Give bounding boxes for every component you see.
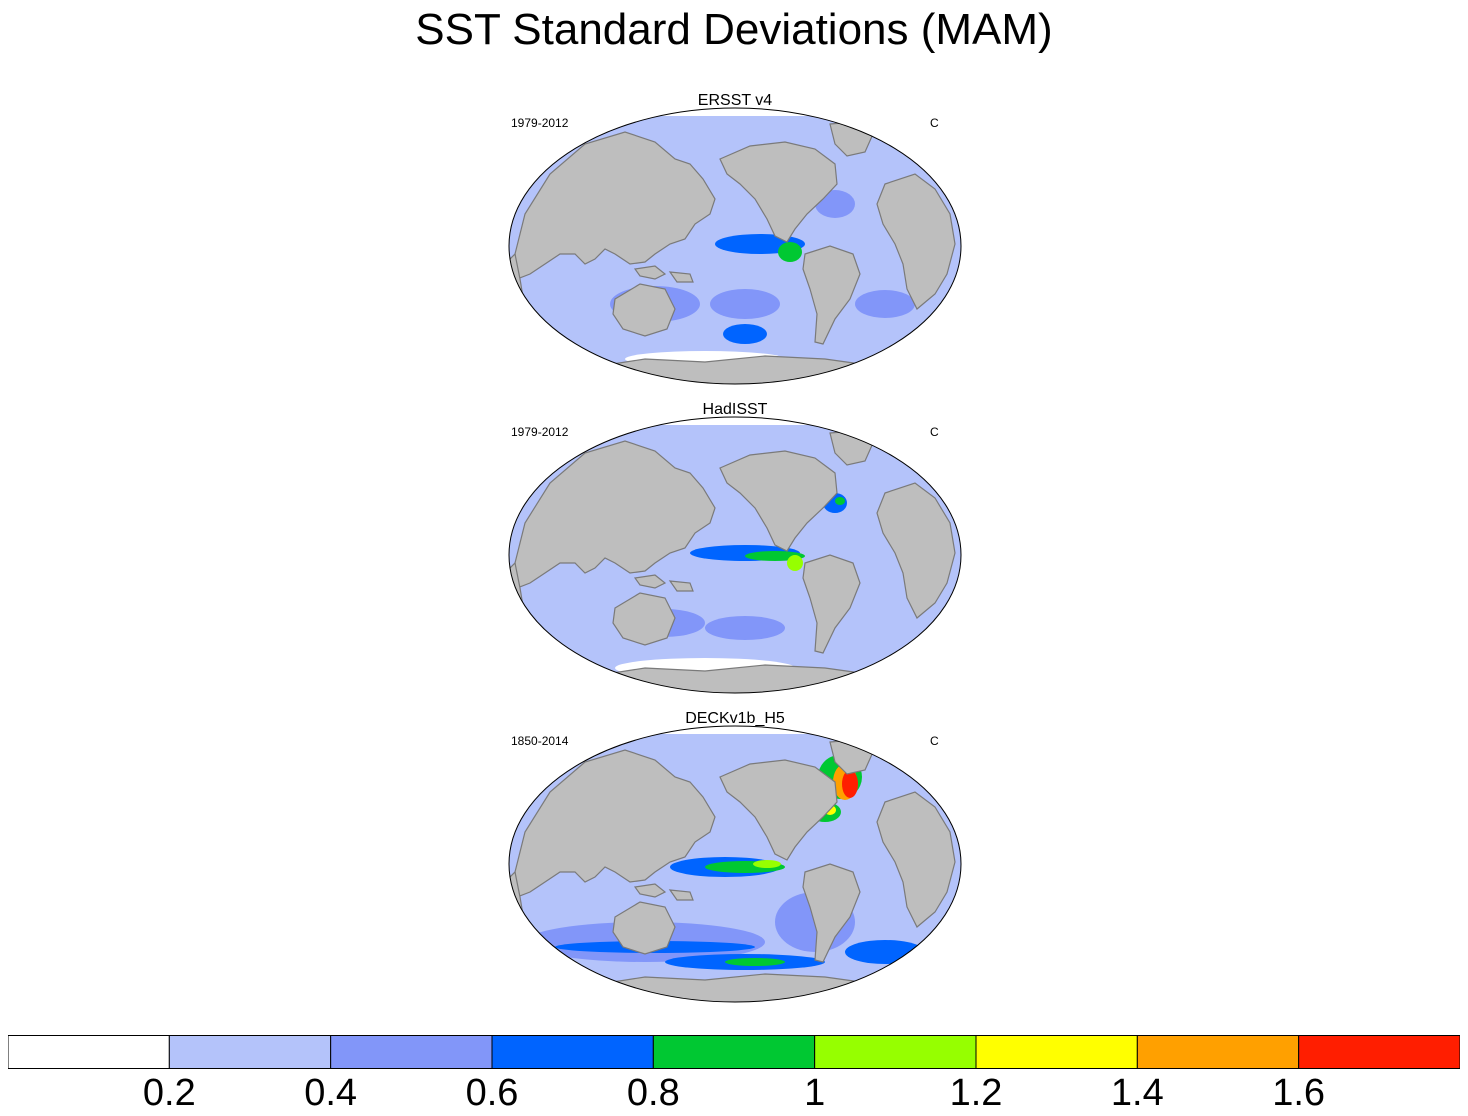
- panel-period: 1850-2014: [511, 734, 569, 748]
- colorbar-swatch: [975, 1035, 1138, 1069]
- map-frame: [508, 725, 962, 1003]
- land-mass: [719, 450, 838, 552]
- land-mass: [633, 265, 667, 280]
- colorbar-swatch: [814, 1035, 977, 1069]
- colorbar-swatch: [491, 1035, 654, 1069]
- sst-contour: [778, 242, 802, 262]
- land-mass: [612, 283, 676, 337]
- land-mass: [514, 131, 716, 280]
- colorbar-swatch: [330, 1035, 493, 1069]
- land-mass: [514, 440, 716, 589]
- land-mass: [802, 245, 861, 345]
- panel-title: ERSST v4: [697, 92, 773, 109]
- panel-title: DECKv1b_H5: [685, 710, 785, 727]
- land-mass: [668, 271, 694, 283]
- panel-period: 1979-2012: [511, 425, 569, 439]
- land-mass: [668, 580, 694, 592]
- map-panel-ersst: ERSST v4 1979-2012 C: [505, 92, 965, 392]
- sst-contour: [842, 770, 858, 798]
- land-mass: [876, 173, 956, 310]
- colorbar-tick-label: 0.4: [304, 1072, 358, 1114]
- world-map: [508, 416, 962, 694]
- map-panel-deck: DECKv1b_H5 1850-2014 C: [505, 710, 965, 1010]
- sst-contour: [835, 497, 845, 505]
- land-mass: [598, 664, 877, 693]
- land-mass: [633, 883, 667, 898]
- colorbar-tick-label: 1.4: [1110, 1072, 1164, 1114]
- land-mass: [719, 141, 838, 243]
- land-mass: [876, 791, 956, 928]
- land-mass: [802, 863, 861, 963]
- sst-contour: [855, 290, 915, 318]
- colorbar-tick-label: 0.6: [465, 1072, 519, 1114]
- land-mass: [719, 759, 838, 861]
- land-mass: [633, 574, 667, 589]
- map-panel-hadisst: HadISST 1979-2012 C: [505, 401, 965, 701]
- world-map: [508, 725, 962, 1003]
- land-mass: [598, 355, 877, 384]
- colorbar-swatch: [652, 1035, 816, 1069]
- sst-contour: [723, 324, 767, 344]
- map-frame: [508, 416, 962, 694]
- colorbar-tick-label: 1: [804, 1072, 826, 1114]
- panel-period: 1979-2012: [511, 116, 569, 130]
- colorbar-swatch: [8, 1035, 170, 1069]
- colorbar-tick-label: 0.2: [142, 1072, 196, 1114]
- map-frame: [508, 107, 962, 385]
- world-map: [508, 107, 962, 385]
- land-mass: [802, 554, 861, 654]
- panel-units: C: [930, 734, 939, 748]
- sst-contour: [725, 958, 785, 966]
- land-mass: [598, 973, 877, 1002]
- panel-units: C: [930, 116, 939, 130]
- colorbar-tick-label: 0.8: [626, 1072, 680, 1114]
- colorbar-tick-label: 1.2: [949, 1072, 1003, 1114]
- colorbar-tick-label: 1.6: [1272, 1072, 1326, 1114]
- panel-title: HadISST: [702, 401, 768, 418]
- sst-contour: [845, 940, 925, 964]
- colorbar-labels: 0.2 0.4 0.6 0.8 1 1.2 1.4 1.6: [0, 1073, 1468, 1113]
- sst-contour: [710, 289, 780, 319]
- figure-title: SST Standard Deviations (MAM): [415, 5, 1053, 54]
- sst-contour: [705, 616, 785, 640]
- colorbar-swatch: [168, 1035, 332, 1069]
- panel-units: C: [930, 425, 939, 439]
- colorbar-swatch: [1298, 1035, 1460, 1069]
- sst-contour: [753, 860, 781, 868]
- land-mass: [612, 901, 676, 955]
- land-mass: [612, 592, 676, 646]
- land-mass: [514, 749, 716, 898]
- colorbar-swatch: [1136, 1035, 1300, 1069]
- sst-contour: [787, 555, 803, 571]
- colorbar: [8, 1035, 1460, 1069]
- land-mass: [668, 889, 694, 901]
- land-mass: [876, 482, 956, 619]
